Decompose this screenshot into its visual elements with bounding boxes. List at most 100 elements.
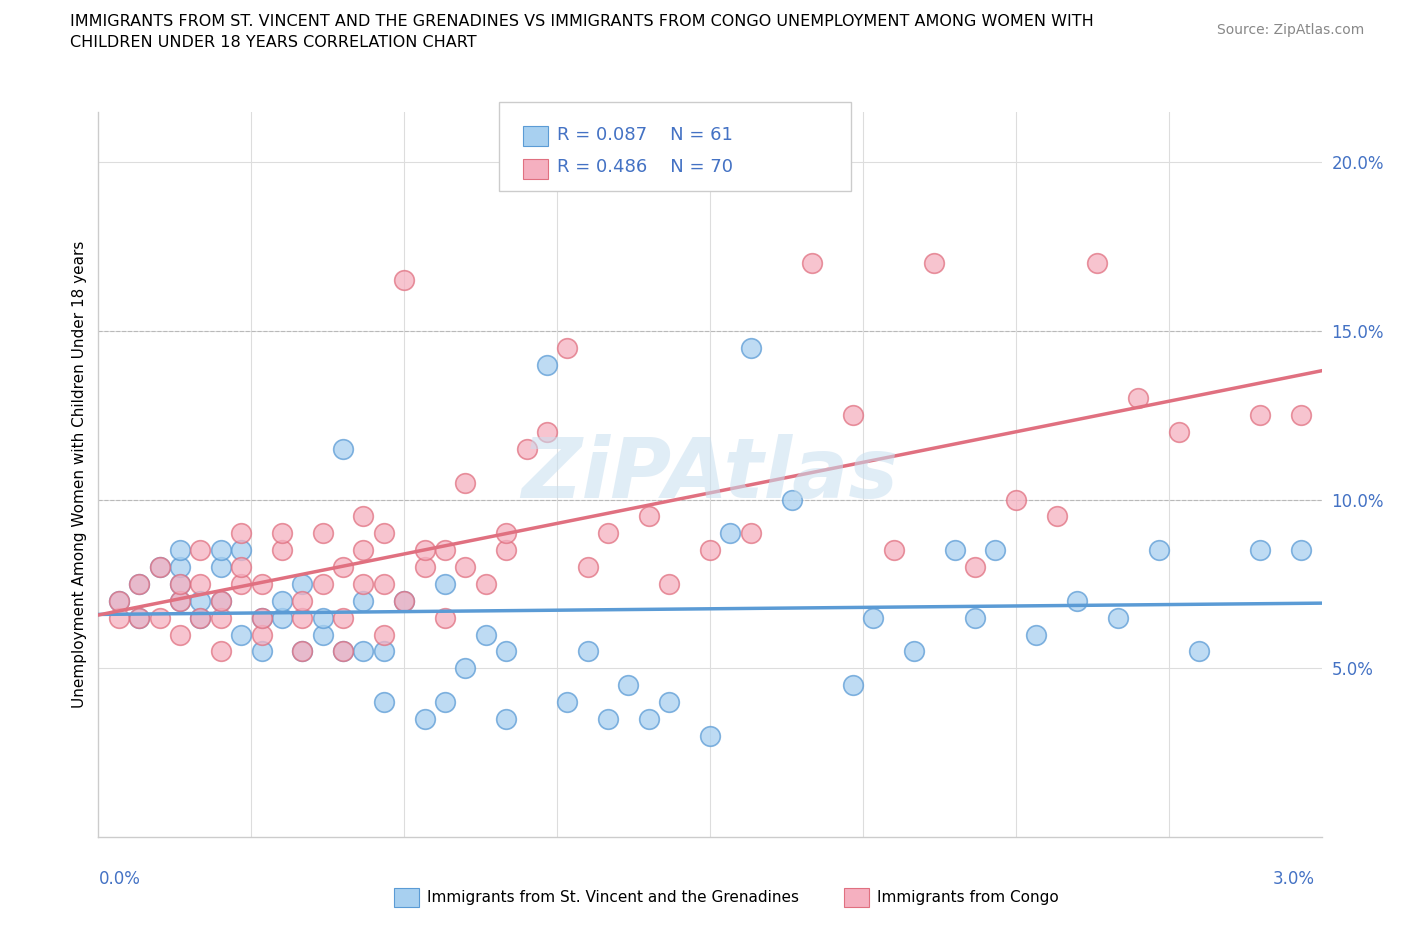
Point — [841, 678, 863, 693]
Y-axis label: Unemployment Among Women with Children Under 18 years: Unemployment Among Women with Children U… — [72, 241, 87, 708]
Point — [149, 610, 172, 625]
Point — [332, 442, 354, 457]
Point — [740, 525, 762, 540]
Point — [209, 543, 232, 558]
Point — [188, 610, 211, 625]
Point — [392, 272, 416, 287]
Point — [1249, 543, 1271, 558]
Point — [576, 644, 599, 658]
Point — [188, 577, 211, 591]
Point — [169, 577, 191, 591]
Point — [108, 593, 131, 608]
Point — [841, 408, 863, 423]
Point — [495, 644, 517, 658]
Point — [658, 577, 681, 591]
Point — [352, 593, 374, 608]
Point — [392, 593, 416, 608]
Point — [270, 610, 292, 625]
Point — [250, 610, 273, 625]
Point — [149, 560, 172, 575]
Text: ZiPAtlas: ZiPAtlas — [522, 433, 898, 515]
Point — [922, 256, 945, 271]
Point — [229, 525, 253, 540]
Point — [291, 593, 314, 608]
Text: R = 0.486    N = 70: R = 0.486 N = 70 — [557, 158, 733, 177]
Point — [433, 543, 456, 558]
Point — [617, 678, 640, 693]
Point — [128, 610, 150, 625]
Point — [332, 610, 354, 625]
Point — [209, 644, 232, 658]
Point — [108, 593, 131, 608]
Point — [454, 475, 477, 490]
Point — [128, 577, 150, 591]
Point — [291, 644, 314, 658]
Point — [332, 644, 354, 658]
Point — [169, 627, 191, 642]
Point — [454, 661, 477, 676]
Point — [209, 593, 232, 608]
Point — [373, 644, 395, 658]
Point — [699, 728, 721, 743]
Point — [963, 610, 986, 625]
Point — [352, 509, 374, 524]
Point — [209, 610, 232, 625]
Point — [1025, 627, 1047, 642]
Point — [270, 593, 292, 608]
Point — [536, 425, 558, 440]
Point — [311, 627, 335, 642]
Point — [433, 695, 456, 710]
Point — [495, 525, 517, 540]
Text: 0.0%: 0.0% — [98, 870, 141, 888]
Point — [291, 610, 314, 625]
Point — [250, 577, 273, 591]
Text: R = 0.087    N = 61: R = 0.087 N = 61 — [557, 126, 733, 144]
Point — [984, 543, 1007, 558]
Point — [229, 543, 253, 558]
Point — [1291, 408, 1313, 423]
Point — [433, 610, 456, 625]
Point — [1249, 408, 1271, 423]
Point — [128, 610, 150, 625]
Text: 3.0%: 3.0% — [1272, 870, 1315, 888]
Point — [149, 560, 172, 575]
Point — [332, 644, 354, 658]
Point — [495, 711, 517, 726]
Point — [169, 593, 191, 608]
Point — [1126, 391, 1149, 405]
Point — [250, 610, 273, 625]
Point — [882, 543, 904, 558]
Point — [555, 695, 579, 710]
Point — [169, 577, 191, 591]
Text: Immigrants from Congo: Immigrants from Congo — [877, 890, 1059, 905]
Point — [311, 525, 335, 540]
Point — [229, 627, 253, 642]
Point — [209, 560, 232, 575]
Point — [963, 560, 986, 575]
Point — [596, 525, 619, 540]
Point — [128, 577, 150, 591]
Point — [596, 711, 619, 726]
Point — [1167, 425, 1189, 440]
Point — [108, 610, 131, 625]
Point — [1004, 492, 1026, 507]
Point — [1107, 610, 1129, 625]
Point — [229, 560, 253, 575]
Text: Source: ZipAtlas.com: Source: ZipAtlas.com — [1216, 23, 1364, 37]
Point — [413, 711, 436, 726]
Point — [332, 560, 354, 575]
Point — [311, 610, 335, 625]
Point — [1066, 593, 1088, 608]
Point — [352, 543, 374, 558]
Text: CHILDREN UNDER 18 YEARS CORRELATION CHART: CHILDREN UNDER 18 YEARS CORRELATION CHAR… — [70, 35, 477, 50]
Point — [576, 560, 599, 575]
Point — [169, 543, 191, 558]
Point — [474, 577, 498, 591]
Point — [515, 442, 537, 457]
Point — [250, 627, 273, 642]
Point — [433, 577, 456, 591]
Point — [188, 610, 211, 625]
Point — [352, 577, 374, 591]
Point — [188, 593, 211, 608]
Point — [291, 577, 314, 591]
